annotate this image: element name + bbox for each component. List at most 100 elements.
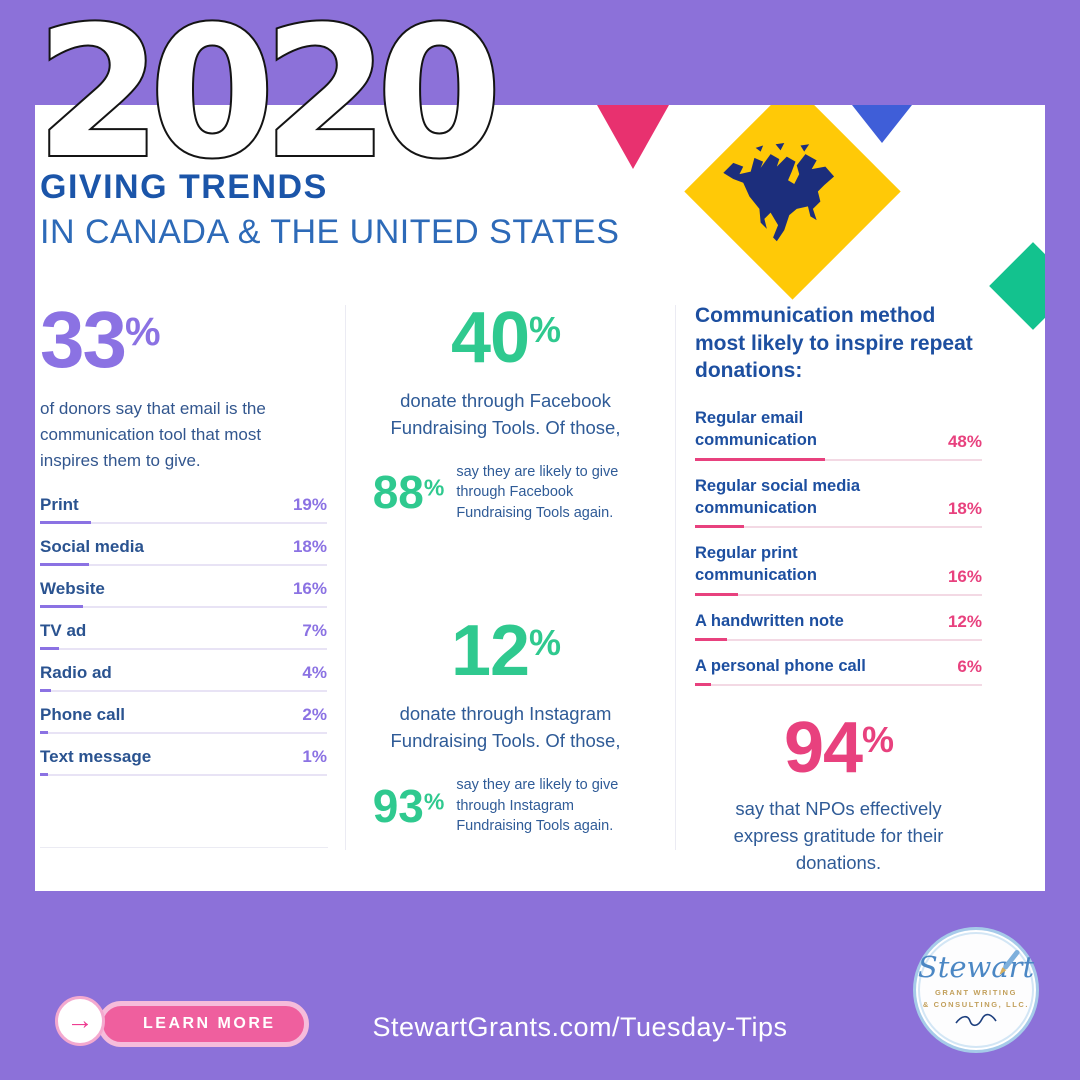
bar-track — [40, 773, 327, 777]
learn-more-button[interactable]: LEARN MORE — [98, 1001, 309, 1047]
bar-fill — [40, 605, 83, 609]
bar-fill — [695, 683, 711, 687]
bar-track — [40, 647, 327, 651]
logo-tagline: GRANT WRITING & CONSULTING, LLC. — [923, 987, 1029, 1010]
bar-fill — [40, 647, 59, 651]
bar-fill — [40, 521, 91, 525]
bar-fill — [695, 592, 738, 596]
method-value: 12% — [947, 612, 982, 632]
bar-fill — [40, 731, 48, 735]
stat-number: 88 — [372, 466, 424, 519]
list-item: Regular email communication 48% — [695, 407, 982, 461]
instagram-block: 12% donate through Instagram Fundraising… — [358, 615, 653, 836]
method-label: Regular social media communication — [695, 476, 861, 517]
column-divider — [675, 305, 676, 850]
column-divider — [345, 305, 346, 850]
facebook-again-value: 88% — [373, 469, 445, 515]
channel-label: Phone call — [40, 705, 126, 725]
instagram-stat-value: 12% — [358, 615, 653, 687]
page-title: GIVING TRENDS — [40, 168, 328, 206]
repeat-donations-heading: Communication method most likely to insp… — [695, 304, 973, 383]
bar-fill — [40, 689, 51, 693]
learn-more-label: LEARN MORE — [143, 1015, 276, 1032]
north-america-map-icon — [723, 142, 835, 242]
logo-tagline-line2: & CONSULTING, LLC. — [922, 999, 1030, 1009]
percent-sign: % — [529, 622, 561, 664]
percent-sign: % — [423, 474, 445, 501]
bar-track — [695, 638, 982, 642]
bar-track — [40, 521, 327, 525]
stat-number: 93 — [372, 779, 424, 832]
bar-track — [40, 605, 327, 609]
arrow-circle-icon[interactable]: → — [55, 996, 105, 1046]
method-label: Regular print communication — [695, 544, 817, 585]
facebook-again-stat: 88% say they are likely to give through … — [358, 462, 653, 524]
percent-sign: % — [862, 719, 894, 761]
list-item: Radio ad 4% — [40, 663, 327, 693]
bar-fill — [695, 638, 727, 642]
channel-ranking-list: Print 19% Social media 18% Website 16% TV a… — [40, 495, 327, 777]
percent-sign: % — [529, 309, 561, 351]
facebook-stat-value: 40% — [358, 302, 653, 374]
channel-value: 16% — [292, 579, 327, 599]
bar-track — [695, 683, 982, 687]
list-item: Text message 1% — [40, 747, 327, 777]
method-value: 18% — [947, 499, 982, 519]
arrow-icon: → — [66, 1004, 94, 1035]
list-item: Phone call 2% — [40, 705, 327, 735]
website-link[interactable]: StewartGrants.com/Tuesday-Tips — [372, 1012, 788, 1042]
channel-value: 19% — [292, 495, 327, 515]
content-card: GIVING TRENDS IN CANADA & THE UNITED STA… — [35, 105, 1045, 891]
bar-track — [695, 592, 982, 596]
channel-value: 1% — [302, 747, 327, 767]
method-value: 6% — [957, 657, 982, 677]
method-ranking-list: Regular email communication 48% Regular s… — [695, 407, 982, 687]
social-fundraising-section: 40% donate through Facebook Fundraising … — [358, 302, 653, 837]
bar-fill — [40, 563, 89, 567]
method-label: A personal phone call — [695, 657, 866, 676]
stat-number: 33 — [40, 295, 127, 384]
list-item: Website 16% — [40, 579, 327, 609]
channel-value: 4% — [302, 663, 327, 683]
instagram-again-value: 93% — [373, 783, 445, 829]
page-subtitle: IN CANADA & THE UNITED STATES — [40, 213, 620, 251]
list-item: TV ad 7% — [40, 621, 327, 651]
channel-label: Social media — [40, 537, 144, 557]
bar-fill — [695, 457, 825, 461]
year-headline: 2020 — [34, 0, 504, 198]
bar-track — [40, 563, 327, 567]
channel-value: 2% — [302, 705, 327, 725]
stewart-logo: Stewart GRANT WRITING & CONSULTING, LLC. — [913, 927, 1039, 1053]
gratitude-stat-value: 94% — [695, 712, 982, 784]
instagram-again-text: say they are likely to give through Inst… — [456, 776, 619, 835]
bar-track — [40, 731, 327, 735]
instagram-stat-description: donate through Instagram Fundraising Too… — [390, 703, 621, 752]
stat-number: 40 — [450, 298, 530, 378]
channel-label: Print — [40, 495, 79, 515]
channel-label: Text message — [40, 747, 152, 767]
channel-value: 18% — [292, 537, 327, 557]
teal-diamond-decoration — [989, 242, 1045, 330]
list-item: Print 19% — [40, 495, 327, 525]
channel-label: Website — [40, 579, 105, 599]
list-item: A personal phone call 6% — [695, 655, 982, 687]
email-stat-section: 33% of donors say that email is the comm… — [40, 300, 327, 789]
percent-sign: % — [124, 310, 161, 354]
section-divider — [40, 847, 328, 848]
bar-fill — [695, 525, 744, 529]
list-item: Social media 18% — [40, 537, 327, 567]
bar-fill — [40, 773, 48, 777]
email-stat-value: 33% — [40, 300, 327, 380]
channel-label: TV ad — [40, 621, 87, 641]
stat-number: 12 — [450, 611, 530, 692]
facebook-stat-description: donate through Facebook Fundraising Tool… — [390, 390, 621, 438]
gratitude-stat-text: say that NPOs effectively express gratit… — [733, 798, 944, 873]
instagram-again-stat: 93% say they are likely to give through … — [358, 775, 653, 837]
bar-track — [695, 457, 982, 461]
logo-tagline-line1: GRANT WRITING — [934, 987, 1018, 997]
method-value: 16% — [947, 566, 982, 586]
list-item: A handwritten note 12% — [695, 610, 982, 642]
bar-track — [695, 525, 982, 529]
method-label: A handwritten note — [695, 611, 844, 630]
channel-value: 7% — [302, 621, 327, 641]
